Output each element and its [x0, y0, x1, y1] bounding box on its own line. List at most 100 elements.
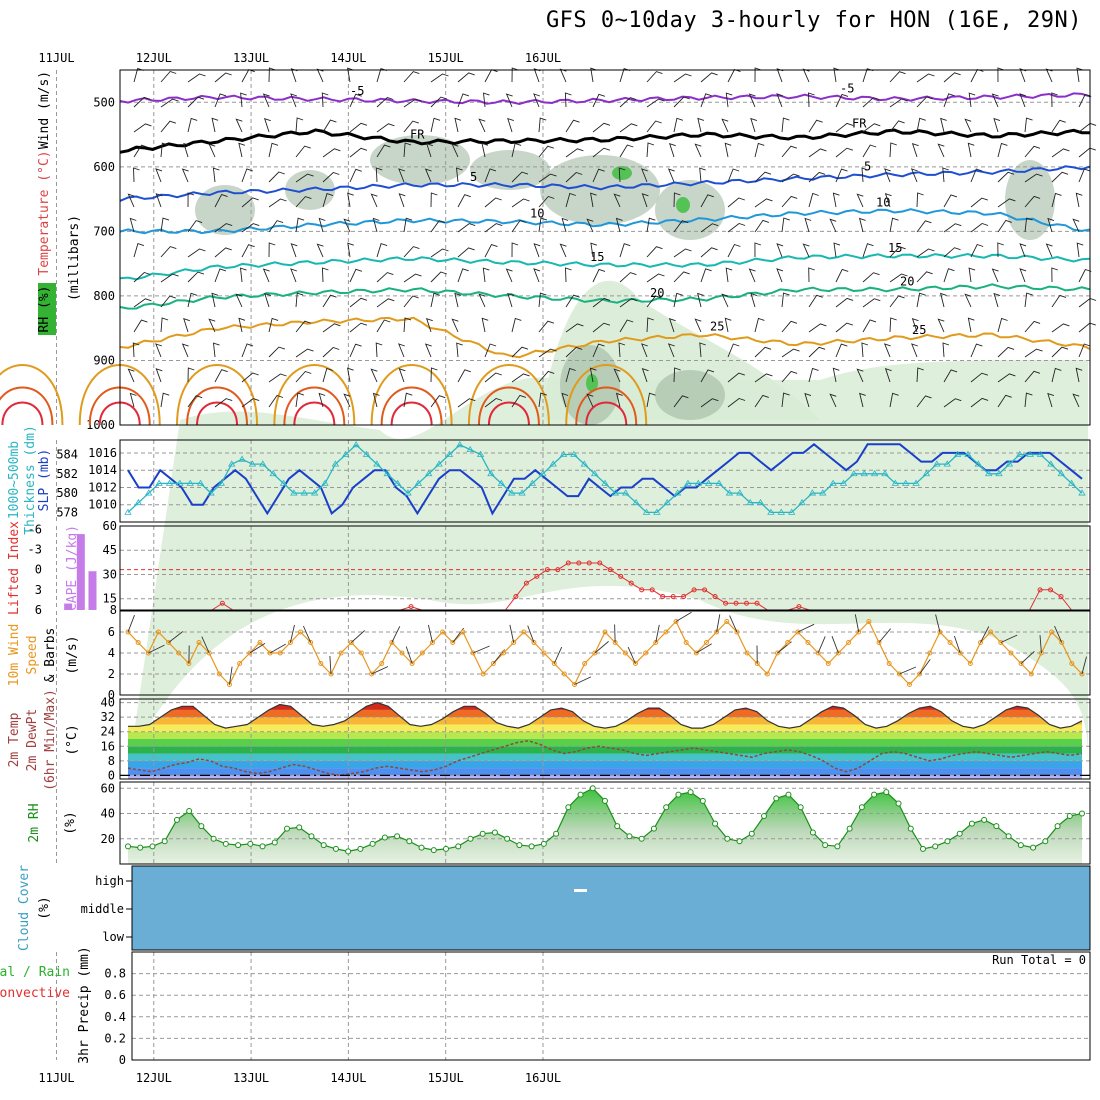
- rh-point: [663, 804, 670, 811]
- wind-point: [429, 640, 435, 645]
- thickness-point: [1047, 460, 1055, 467]
- wind-barb: [424, 168, 432, 183]
- wind-barb: [1051, 192, 1062, 208]
- wind-barb: [619, 144, 634, 158]
- thickness-point: [124, 508, 132, 515]
- temp-contour: [119, 128, 1091, 154]
- slp-tick-label: 1016: [88, 446, 117, 460]
- surface-wind-barb: [1054, 625, 1063, 643]
- boundary-layer-contour: [487, 401, 530, 426]
- thickness-point: [798, 498, 806, 506]
- wind-barb: [997, 242, 1004, 258]
- wind-barb: [262, 268, 270, 283]
- temp-contour: [119, 252, 1091, 281]
- rh-point: [198, 823, 205, 830]
- thickness-point: [165, 479, 174, 486]
- wind-point: [917, 671, 923, 677]
- wind-barb: [884, 168, 891, 183]
- wind-point: [835, 650, 841, 656]
- wind-point: [703, 640, 709, 645]
- wind-point: [561, 671, 567, 677]
- wind-barb: [889, 295, 905, 308]
- wind-barb: [268, 373, 287, 383]
- temp-unit-label: (°C): [65, 724, 80, 755]
- wind-barb: [214, 268, 227, 283]
- wind-barb: [673, 117, 684, 133]
- rh-point: [455, 843, 462, 850]
- thickness-point: [663, 498, 671, 506]
- wind-barb: [646, 71, 663, 83]
- wind10m-axis-label: 10m Wind: [7, 624, 22, 687]
- wind-barb: [403, 317, 412, 333]
- wind-barb: [939, 292, 947, 308]
- wind-barb: [808, 294, 823, 308]
- bottom-day-label: 14JUL: [330, 1071, 366, 1085]
- wind-barb: [697, 292, 704, 308]
- wind-barb: [590, 242, 598, 258]
- run-total: Run Total = 0: [992, 953, 1086, 967]
- wind-barb: [155, 343, 163, 358]
- temp-band: [128, 768, 1082, 776]
- rh-point: [785, 791, 792, 798]
- wind-barb: [322, 119, 337, 133]
- wind-point: [196, 640, 202, 645]
- wind-barb: [133, 298, 152, 308]
- boundary-layer-contour: [186, 386, 249, 426]
- wind-barb: [187, 367, 195, 383]
- wind-barb: [721, 293, 729, 308]
- wind-point: [815, 650, 821, 656]
- wind-point: [927, 650, 933, 656]
- wind-point: [399, 650, 405, 656]
- wind-barb: [561, 392, 569, 408]
- wind-barb: [1024, 145, 1041, 158]
- wind-barb: [349, 268, 363, 283]
- wind-barb: [754, 219, 770, 233]
- wind-barb: [700, 369, 715, 383]
- wind-barb: [781, 145, 798, 158]
- thickness-point: [881, 469, 889, 477]
- wind-barb: [403, 392, 413, 408]
- surface-wind-barb: [302, 625, 312, 643]
- wind-barb: [673, 248, 692, 258]
- li-tick-label: 0: [35, 563, 42, 577]
- wind-barb: [403, 71, 420, 83]
- wind-barb: [481, 142, 489, 158]
- thickness-tick-label: 584: [56, 447, 78, 461]
- wind-barb: [349, 322, 368, 333]
- wind-barb: [565, 192, 576, 208]
- wind-barb: [565, 119, 580, 133]
- temp-contour: [119, 92, 1091, 106]
- wind-barb: [1078, 322, 1096, 333]
- precip-tick-label: 0.2: [104, 1031, 126, 1045]
- wind-barb: [214, 93, 227, 108]
- thickness-point: [756, 498, 765, 506]
- wind-barb: [372, 217, 380, 233]
- wind-barb: [343, 218, 351, 233]
- slp-axis-label: SLP (mb): [37, 449, 52, 512]
- wind-barb: [833, 242, 841, 258]
- wind-barb: [889, 98, 908, 108]
- li-point: [660, 594, 666, 600]
- wind-barb: [430, 117, 441, 133]
- surface-wind-barb: [371, 666, 389, 675]
- wind-barb: [375, 342, 383, 358]
- wind-barb: [430, 367, 438, 383]
- li-point: [586, 560, 592, 566]
- wind-barb: [916, 271, 933, 283]
- wind-barb: [861, 167, 869, 183]
- thickness-point: [331, 460, 340, 467]
- wind-barb: [187, 292, 198, 308]
- surface-wind-barb: [980, 626, 990, 643]
- wind-barb: [700, 223, 719, 233]
- surface-wind-barb: [716, 614, 721, 633]
- thickness-point: [746, 498, 754, 506]
- rh-point: [284, 825, 290, 832]
- wind-barb: [183, 317, 190, 333]
- thickness-point: [1026, 450, 1034, 457]
- wind-barb: [592, 322, 611, 333]
- wind-barb: [538, 117, 547, 133]
- wind-tick-label: 2: [108, 667, 115, 681]
- wind-barb: [668, 142, 676, 158]
- thickness-point: [290, 489, 298, 496]
- wind-barb: [430, 292, 441, 308]
